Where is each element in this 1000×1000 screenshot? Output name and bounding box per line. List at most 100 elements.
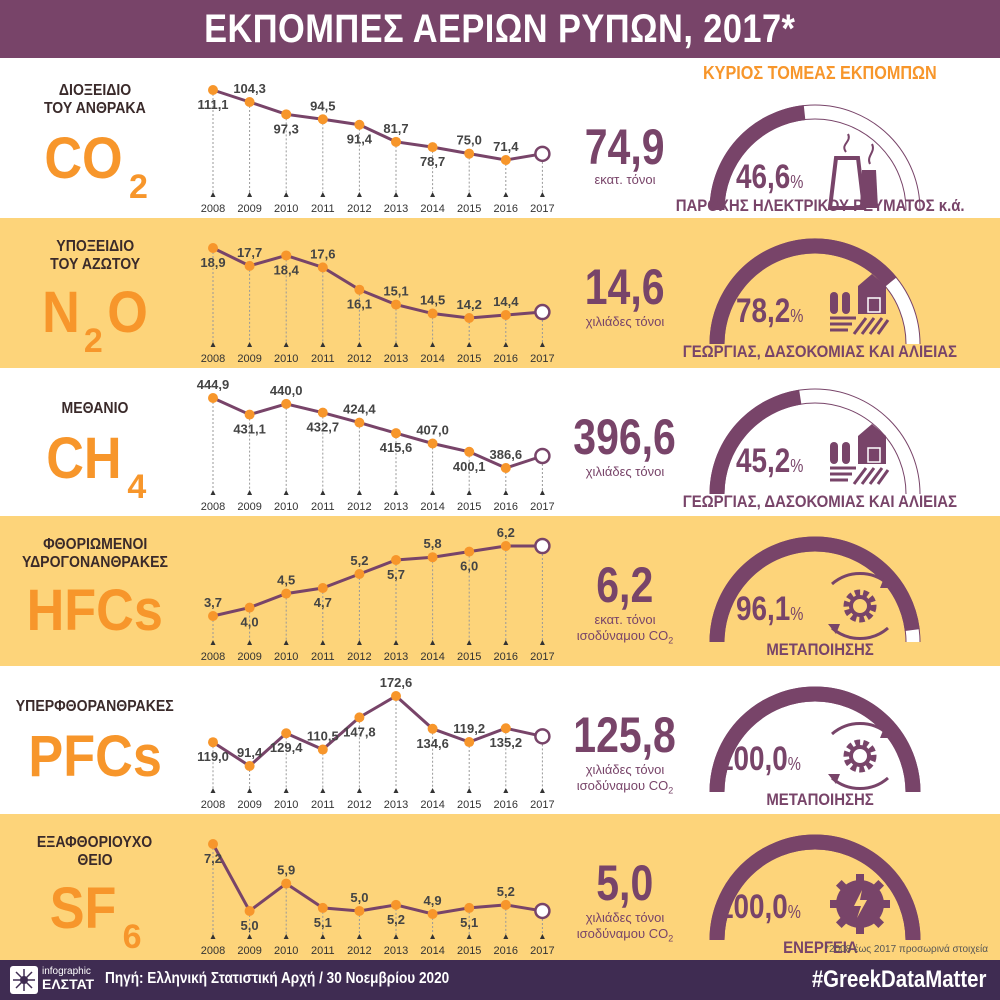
- data-point: [208, 243, 218, 253]
- line-chart-n2o: 2008 2009 2010 2011 2012 2013 2014 2015 2016 2017…: [200, 243, 555, 365]
- tick-marker-icon: [247, 192, 253, 197]
- data-point: [354, 417, 365, 428]
- data-label: 5,1: [460, 915, 478, 930]
- gas-row-co2: ΔΙΟΞΕΙΔΙΟ ΤΟΥ ΑΝΘΡΑΚΑ CO 2 2008 2009 2010 2011 2…: [0, 60, 1000, 218]
- x-tick-label: 2016: [494, 203, 518, 215]
- data-point: [427, 552, 438, 563]
- footer: infographic ΕΛΣΤΑΤ Πηγή: Ελληνική Στατισ…: [0, 960, 1000, 1000]
- data-point: [244, 905, 255, 916]
- data-label: 110,5: [307, 729, 339, 744]
- gauge-fill: [709, 536, 920, 643]
- series-line: [212, 694, 543, 768]
- x-tick-label: 2009: [237, 353, 261, 365]
- gas-name: ΜΕΘΑΝΙΟ: [0, 400, 190, 418]
- tick-marker-icon: [320, 934, 326, 939]
- data-label: 75,0: [457, 133, 482, 148]
- share-gauge: [709, 536, 921, 643]
- gas-formula: CO 2: [0, 130, 190, 207]
- data-point: [464, 546, 475, 557]
- data-label: 4,0: [241, 615, 259, 630]
- x-tick-label: 2010: [274, 203, 298, 215]
- x-tick-label: 2008: [201, 501, 225, 513]
- data-label: 17,7: [237, 245, 262, 260]
- logo-big: ΕΛΣΤΑΤ: [42, 976, 95, 992]
- percent-sign: %: [787, 754, 801, 774]
- gas-name-line: ΦΘΟΡΙΩΜΕΝΟΙ: [42, 536, 148, 553]
- share-value: 78,2%: [736, 294, 803, 333]
- data-point: [244, 260, 255, 271]
- x-tick-label: 2009: [237, 651, 261, 663]
- data-label: 94,5: [310, 98, 335, 113]
- tick-marker-icon: [320, 788, 326, 793]
- data-point: [354, 905, 365, 916]
- gauge-fill: [709, 389, 802, 495]
- tick-marker-icon: [356, 342, 362, 347]
- tick-marker-icon: [393, 640, 399, 645]
- x-tick-label: 2017: [530, 501, 554, 513]
- share-gauge: [709, 104, 921, 211]
- data-point: [500, 155, 511, 165]
- data-label: 135,2: [490, 735, 523, 750]
- unit-line: εκατ. τόνοι: [594, 612, 656, 627]
- sector-header: ΚΥΡΙΟΣ ΤΟΜΕΑΣ ΕΚΠΟΜΠΩΝ: [640, 62, 1000, 84]
- x-tick-label: 2016: [494, 501, 518, 513]
- data-label: 6,0: [460, 559, 478, 574]
- value-2017: 74,9: [560, 122, 690, 172]
- sector-label: ΕΝΕΡΓΕΙΑ: [640, 938, 1000, 958]
- data-point-current: [534, 447, 551, 465]
- data-label: 71,4: [493, 139, 519, 154]
- tick-marker-icon: [210, 192, 216, 197]
- sector-label: ΜΕΤΑΠΟΙΗΣΗΣ: [640, 640, 1000, 660]
- data-point: [427, 909, 438, 919]
- source: Πηγή: Ελληνική Στατιστική Αρχή / 30 Νοεμ…: [105, 970, 510, 988]
- data-point: [354, 712, 365, 723]
- data-point: [427, 723, 438, 734]
- data-label: 129,4: [270, 740, 303, 755]
- data-point: [208, 85, 218, 95]
- x-tick-label: 2014: [420, 353, 444, 365]
- tick-marker-icon: [503, 788, 509, 793]
- formula-subscript: 6: [122, 918, 142, 956]
- x-tick-label: 2008: [201, 945, 225, 957]
- data-label: 134,6: [416, 736, 449, 751]
- tick-marker-icon: [393, 490, 399, 495]
- data-point: [354, 284, 365, 295]
- share-value-number: 100,0: [718, 888, 788, 926]
- tick-marker-icon: [283, 788, 289, 793]
- share-value-number: 78,2: [736, 292, 791, 330]
- data-point: [281, 878, 292, 889]
- data-point: [464, 902, 475, 913]
- data-label: 119,0: [197, 749, 229, 764]
- value-2017-text: 396,6: [573, 409, 677, 465]
- unit-subscript: 2: [668, 785, 674, 796]
- x-tick-label: 2017: [530, 353, 554, 365]
- tick-marker-icon: [466, 342, 472, 347]
- tick-marker-icon: [247, 490, 253, 495]
- x-tick-label: 2008: [201, 799, 225, 811]
- data-point: [500, 463, 511, 473]
- x-tick-label: 2012: [347, 501, 371, 513]
- data-label: 15,1: [383, 284, 408, 299]
- x-tick-label: 2008: [201, 203, 225, 215]
- value-unit: χιλιάδες τόνοι: [560, 464, 690, 480]
- data-point: [500, 310, 511, 321]
- share-percent: 78,2%: [736, 294, 818, 333]
- tick-marker-icon: [503, 640, 509, 645]
- x-tick-label: 2017: [530, 945, 554, 957]
- series-line: [212, 396, 543, 470]
- data-point: [244, 96, 255, 107]
- sector-text: ΜΕΤΑΠΟΙΗΣΗΣ: [766, 640, 874, 659]
- percent-sign: %: [790, 604, 804, 624]
- gear-cycle-icon: [828, 722, 892, 790]
- value-2017: 5,0: [560, 858, 690, 908]
- tick-marker-icon: [210, 490, 216, 495]
- value-2017-text: 6,2: [596, 557, 654, 613]
- formula-main: PFCs: [28, 724, 162, 789]
- value-unit: χιλιάδες τόνοι: [560, 314, 690, 330]
- gear-cycle-icon: [828, 572, 892, 640]
- x-tick-label: 2012: [347, 945, 371, 957]
- data-label: 147,8: [343, 724, 376, 739]
- gas-name: ΦΘΟΡΙΩΜΕΝΟΙ ΥΔΡΟΓΟΝΑΝΘΡΑΚΕΣ: [0, 536, 190, 572]
- gas-row-sf6: ΕΞΑΦΘΟΡΙΟΥΧΟ ΘΕΙΟ SF 6 2008 2009 2010 2011 2012 2…: [0, 814, 1000, 960]
- data-label: 3,7: [204, 595, 222, 610]
